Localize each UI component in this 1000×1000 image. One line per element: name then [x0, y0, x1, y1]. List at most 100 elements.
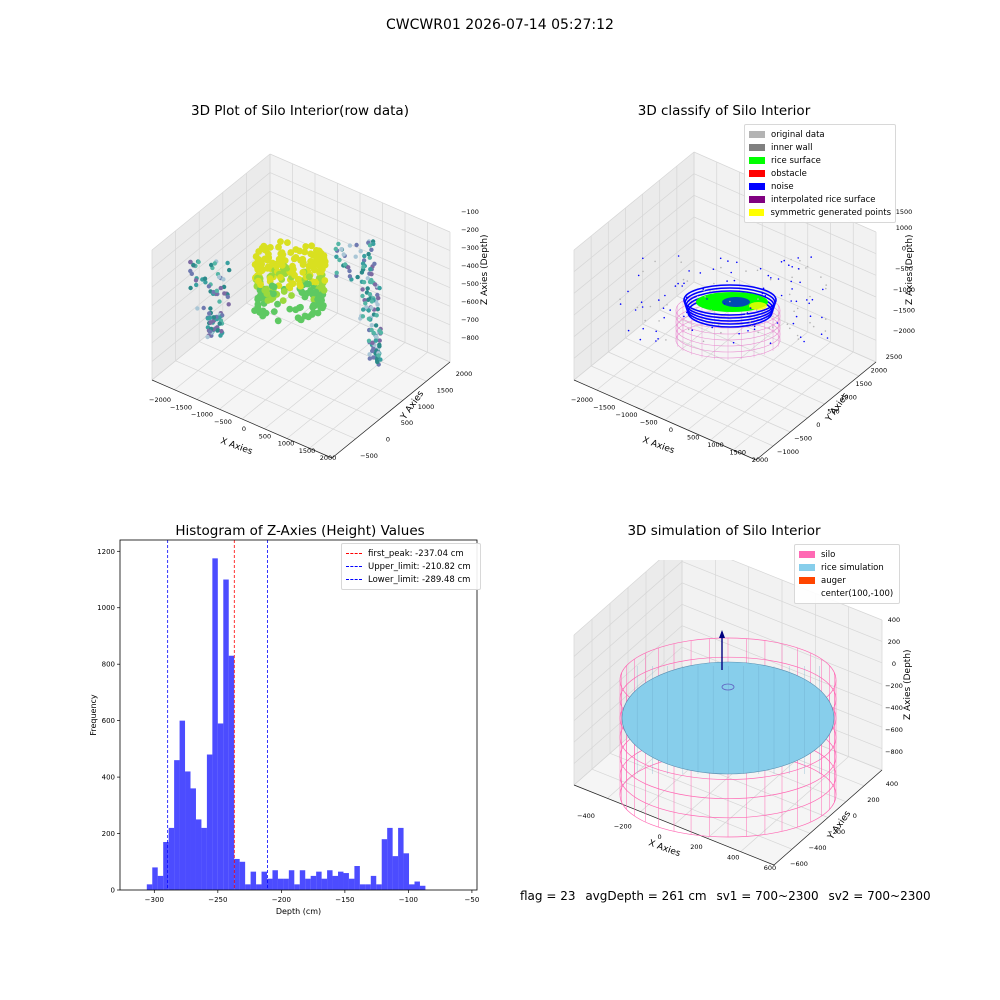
classified-point: [761, 292, 764, 295]
raw-data-point: [354, 242, 359, 248]
classify-ztick-label: 1500: [896, 208, 913, 216]
classify-xtick-label: −2000: [571, 396, 593, 404]
classified-point: [627, 329, 630, 332]
classified-point: [799, 259, 801, 262]
raw-data-point: [263, 290, 271, 298]
legend-label: silo: [821, 549, 836, 560]
histogram-bar: [305, 878, 311, 890]
grid-line: [269, 209, 451, 289]
rice-simulation-surface: [621, 661, 835, 775]
raw-data-point: [363, 301, 368, 306]
raw-data-point: [201, 305, 206, 311]
grid-line: [596, 291, 717, 391]
histogram-ylabel: Frequency: [89, 694, 98, 736]
raw-data-point: [274, 317, 282, 325]
classified-point: [812, 325, 815, 328]
classified-point: [789, 327, 791, 330]
raw-data-point: [312, 260, 320, 267]
raw-xtick-label: 0: [242, 425, 246, 433]
raw-data-point: [310, 301, 317, 309]
y-axis-line: [331, 361, 451, 459]
histogram-bar: [321, 878, 328, 890]
classified-point: [709, 290, 711, 293]
raw-xtick-label: −500: [214, 418, 232, 426]
classified-point: [696, 295, 699, 298]
classify-xtick-label: 500: [687, 434, 699, 442]
raw-data-point: [191, 262, 196, 268]
raw-data-point: [274, 300, 281, 308]
classified-point: [811, 298, 814, 301]
grid-line: [693, 238, 877, 319]
raw-data-point: [367, 352, 372, 357]
raw-data-point: [373, 334, 379, 339]
histogram-bar: [332, 875, 339, 890]
histogram-bar: [348, 878, 355, 890]
raw-data-point: [288, 292, 295, 299]
simulation-xtick-label: 200: [690, 843, 702, 851]
histogram-bar: [299, 870, 306, 890]
classified-point: [683, 315, 685, 318]
raw-data-point: [277, 274, 284, 281]
raw-data-point: [334, 254, 339, 259]
classify-xtick-label: −500: [640, 419, 658, 427]
simulation-ztick-label: −400: [885, 704, 903, 712]
raw-data-point: [368, 267, 373, 272]
classified-point: [642, 270, 644, 273]
grid-line: [693, 260, 877, 341]
histogram-bar: [327, 870, 333, 890]
histogram-bar: [288, 870, 295, 890]
classified-point: [820, 333, 823, 335]
raw-data-point: [369, 247, 374, 252]
raw-data-point: [297, 282, 304, 290]
raw-data-point: [188, 285, 193, 291]
classified-point: [683, 282, 685, 285]
histogram-chart: −300 −250 −200 −150 −100 −50 0 200 400 600 800 1000…: [89, 539, 479, 916]
raw-data-point: [359, 270, 365, 275]
raw-data-point: [209, 262, 214, 268]
classified-point: [826, 337, 829, 339]
histogram-bar: [163, 842, 169, 890]
simulation-xtick-label: 400: [727, 854, 739, 862]
classified-point: [702, 340, 705, 343]
classified-point: [762, 287, 765, 290]
classified-point: [677, 282, 679, 285]
classified-point: [769, 278, 772, 281]
raw-data-point: [321, 261, 329, 269]
legend-label: interpolated rice surface: [771, 194, 876, 205]
simulation-xtick-label: 600: [764, 864, 776, 872]
raw-data-point: [307, 287, 314, 294]
classified-point: [663, 316, 665, 319]
raw-data-point: [358, 249, 363, 254]
grid-line: [687, 331, 808, 431]
classified-point: [665, 339, 667, 341]
raw-data-point: [227, 267, 232, 273]
legend-label: noise: [771, 181, 794, 192]
sv2-value: sv2 = 700~2300: [828, 889, 931, 903]
classified-point: [686, 280, 689, 282]
raw-data-point: [196, 259, 201, 265]
raw-data-point: [208, 306, 213, 311]
raw-ytick-label: 1500: [437, 386, 454, 394]
grid-line: [573, 151, 695, 251]
classified-point: [736, 261, 738, 264]
raw-data-point: [376, 295, 381, 301]
histogram-bar: [310, 875, 317, 890]
simulation-ztick-label: −600: [885, 726, 903, 734]
raw-data-point: [346, 265, 351, 270]
raw-data-point: [371, 241, 376, 247]
classified-point: [619, 303, 622, 305]
raw-data-point: [355, 274, 360, 280]
raw-plot-title: 3D Plot of Silo Interior(row data): [191, 103, 409, 119]
x-tick-label: −300: [145, 896, 164, 904]
simulation-ztick-label: −200: [885, 682, 903, 690]
sv1-value: sv1 = 700~2300: [716, 889, 819, 903]
raw-data-point: [369, 272, 374, 277]
classify-ytick-label: 0: [816, 421, 820, 429]
classified-point: [642, 257, 644, 260]
raw-ytick-label: 2000: [456, 370, 473, 378]
histogram-bar: [376, 884, 382, 890]
classified-point: [637, 274, 640, 277]
classified-point: [806, 265, 809, 268]
y-tick-label: 1200: [97, 548, 115, 556]
classify-xtick-label: 2000: [752, 456, 769, 464]
